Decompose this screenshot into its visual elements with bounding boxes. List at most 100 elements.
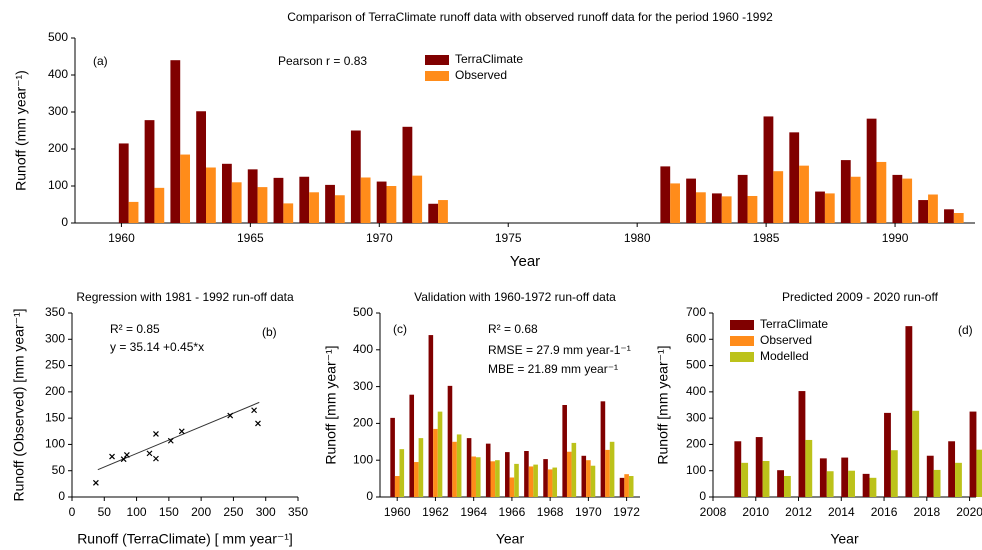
x-tick-label: 2010 bbox=[742, 505, 769, 519]
bar bbox=[721, 196, 732, 223]
point bbox=[146, 450, 153, 457]
x-tick-label: 2016 bbox=[871, 505, 898, 519]
x-axis-label: Year bbox=[510, 253, 540, 270]
legend-swatch bbox=[425, 71, 449, 81]
bar bbox=[566, 451, 572, 497]
x-tick-label: 2014 bbox=[828, 505, 855, 519]
bar bbox=[777, 470, 784, 497]
y-tick-label: 300 bbox=[45, 331, 65, 345]
x-tick-label: 1990 bbox=[882, 231, 909, 245]
y-tick-label: 400 bbox=[686, 384, 706, 398]
chart-title: Validation with 1960-1972 run-off data bbox=[414, 290, 616, 304]
bar bbox=[543, 459, 548, 497]
y-tick-label: 400 bbox=[353, 342, 373, 356]
x-axis-label: Year bbox=[496, 531, 525, 547]
bar bbox=[505, 452, 510, 497]
bar bbox=[624, 474, 629, 497]
bar bbox=[773, 171, 784, 223]
x-tick-label: 1965 bbox=[237, 231, 264, 245]
x-tick-label: 1964 bbox=[460, 505, 487, 519]
bar bbox=[309, 192, 319, 223]
bar bbox=[928, 194, 938, 223]
y-tick-label: 250 bbox=[45, 358, 65, 372]
x-tick-label: 2012 bbox=[785, 505, 812, 519]
bar bbox=[619, 477, 625, 497]
fit-line bbox=[97, 401, 260, 471]
bar bbox=[283, 203, 294, 223]
bar bbox=[144, 120, 155, 223]
bar bbox=[447, 385, 453, 497]
x-tick-label: 50 bbox=[98, 505, 112, 519]
bar bbox=[609, 441, 615, 497]
bar bbox=[471, 456, 476, 497]
y-tick-label: 300 bbox=[686, 410, 706, 424]
bar bbox=[660, 166, 671, 223]
y-tick-label: 300 bbox=[353, 379, 373, 393]
bar bbox=[414, 462, 419, 497]
bar bbox=[571, 442, 577, 497]
legend-swatch bbox=[425, 55, 449, 65]
x-tick-label: 2018 bbox=[913, 505, 940, 519]
point bbox=[153, 430, 159, 437]
bar bbox=[399, 449, 405, 497]
bar bbox=[976, 449, 982, 497]
bar bbox=[755, 437, 763, 497]
point bbox=[251, 407, 258, 414]
bar bbox=[257, 187, 268, 223]
x-tick-label: 0 bbox=[69, 505, 76, 519]
legend-swatch bbox=[730, 352, 754, 362]
bar bbox=[118, 143, 129, 223]
x-tick-label: 1962 bbox=[422, 505, 449, 519]
bar bbox=[128, 201, 139, 223]
bar bbox=[762, 460, 770, 497]
annotation: (b) bbox=[262, 325, 277, 339]
x-tick-label: 200 bbox=[191, 505, 211, 519]
bar bbox=[438, 200, 448, 223]
bar bbox=[360, 177, 371, 223]
bar bbox=[902, 178, 913, 223]
annotation: R² = 0.68 bbox=[488, 322, 538, 336]
bar bbox=[848, 470, 855, 497]
bar bbox=[815, 191, 825, 223]
bar bbox=[273, 177, 284, 223]
y-axis-label: Runoff (Observed) [mm year⁻¹] bbox=[11, 308, 27, 501]
annotation: (a) bbox=[93, 54, 108, 68]
bar bbox=[862, 473, 870, 497]
y-tick-label: 50 bbox=[52, 463, 66, 477]
annotation: RMSE = 27.9 mm year-1⁻¹ bbox=[488, 343, 631, 357]
bar bbox=[840, 160, 851, 223]
bar bbox=[485, 443, 491, 497]
y-tick-label: 200 bbox=[686, 437, 706, 451]
x-tick-label: 1980 bbox=[624, 231, 651, 245]
y-axis-label: Runoff [mm year⁻¹] bbox=[655, 345, 671, 464]
bar bbox=[490, 461, 496, 497]
bar bbox=[798, 391, 806, 497]
y-tick-label: 600 bbox=[686, 331, 706, 345]
point bbox=[153, 455, 159, 462]
bar bbox=[509, 477, 515, 497]
bar bbox=[247, 169, 258, 223]
y-tick-label: 500 bbox=[48, 30, 68, 44]
bar bbox=[562, 405, 567, 497]
y-tick-label: 0 bbox=[61, 215, 68, 229]
annotation: (c) bbox=[393, 322, 407, 336]
figure-title: Comparison of TerraClimate runoff data w… bbox=[287, 10, 773, 24]
x-tick-label: 2008 bbox=[700, 505, 727, 519]
bar bbox=[734, 441, 742, 497]
bar bbox=[418, 438, 424, 497]
bar bbox=[628, 476, 634, 497]
bar bbox=[905, 326, 913, 497]
x-tick-label: 2020 bbox=[956, 505, 982, 519]
y-tick-label: 300 bbox=[48, 104, 68, 118]
legend-label: Modelled bbox=[760, 349, 809, 363]
annotation: R² = 0.85 bbox=[110, 322, 160, 336]
bar bbox=[433, 428, 438, 497]
x-tick-label: 100 bbox=[127, 505, 147, 519]
bar bbox=[866, 118, 877, 223]
legend-label: TerraClimate bbox=[760, 317, 828, 331]
y-axis-label: Runoff (mm year⁻¹) bbox=[13, 70, 29, 191]
y-tick-label: 0 bbox=[366, 489, 373, 503]
y-tick-label: 700 bbox=[686, 305, 706, 319]
bar bbox=[350, 130, 361, 223]
bar bbox=[869, 477, 877, 497]
